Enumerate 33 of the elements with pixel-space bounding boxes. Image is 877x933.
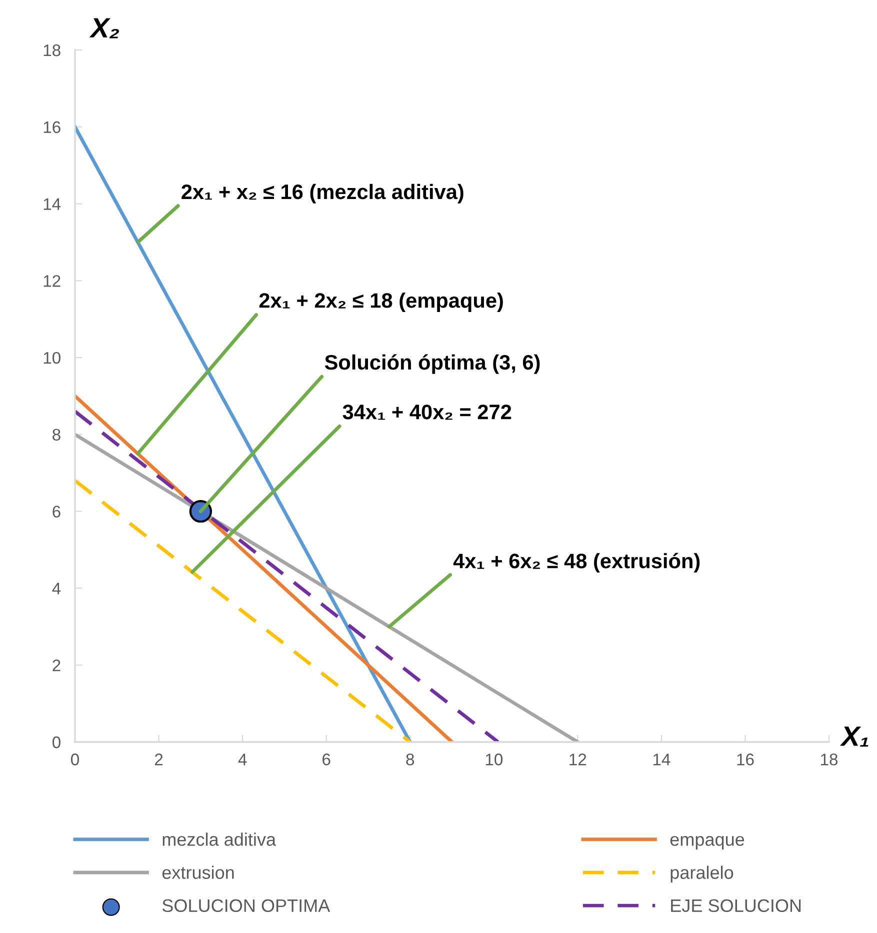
x-tick-label: 4 xyxy=(238,754,247,766)
x-tick-label: 2 xyxy=(154,754,163,766)
annotation: 34x₁ + 40x₂ = 272 xyxy=(342,404,512,420)
y-tick-label: 10 xyxy=(44,352,60,364)
y-tick-label: 18 xyxy=(44,44,60,56)
y-tick-label: 0 xyxy=(52,736,60,748)
x-tick-label: 6 xyxy=(322,754,330,766)
y-axis-title: X₂ xyxy=(89,18,119,38)
legend-label: mezcla aditiva xyxy=(162,832,276,846)
x-tick-label: 12 xyxy=(570,754,586,766)
y-tick-label: 4 xyxy=(52,582,61,594)
annotation: 4x₁ + 6x₂ ≤ 48 (extrusión) xyxy=(453,552,700,572)
annotation: 2x₁ + 2x₂ ≤ 18 (empaque) xyxy=(259,292,503,312)
x-axis-title: X₁ xyxy=(840,726,868,747)
y-tick-label: 6 xyxy=(52,506,60,518)
x-tick-label: 18 xyxy=(821,754,838,766)
y-tick-label: 14 xyxy=(44,198,61,210)
legend-label: EJE SOLUCION xyxy=(671,899,801,912)
y-tick-label: 2 xyxy=(52,660,60,672)
legend-label: paralelo xyxy=(670,866,734,883)
y-tick-label: 8 xyxy=(52,428,60,441)
legend-label: extrusion xyxy=(162,866,234,879)
legend-label: SOLUCION OPTIMA xyxy=(162,899,330,912)
x-tick-label: 16 xyxy=(737,754,754,766)
x-tick-label: 10 xyxy=(486,754,503,766)
annotation: Solución óptima (3, 6) xyxy=(324,354,540,374)
y-tick-label: 12 xyxy=(44,275,60,287)
x-tick-label: 0 xyxy=(71,754,79,766)
annotation: 2x₁ + x₂ ≤ 16 (mezcla aditiva) xyxy=(182,184,464,204)
x-tick-label: 14 xyxy=(653,754,670,766)
y-tick-label: 16 xyxy=(44,121,60,134)
legend-label: empaque xyxy=(670,836,744,850)
x-tick-label: 8 xyxy=(406,754,414,766)
